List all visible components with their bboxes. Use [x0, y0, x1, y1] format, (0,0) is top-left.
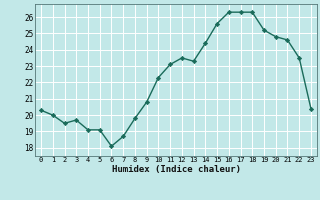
X-axis label: Humidex (Indice chaleur): Humidex (Indice chaleur) — [111, 165, 241, 174]
